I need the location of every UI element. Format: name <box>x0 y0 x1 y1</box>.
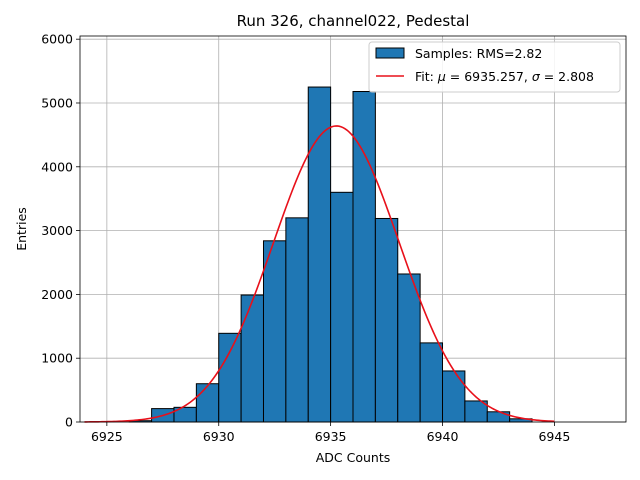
y-tick-label: 5000 <box>41 95 73 110</box>
histogram-bar <box>486 411 511 423</box>
histogram-bar <box>397 273 421 423</box>
legend-fit-mu-value: = 6935.257, <box>446 69 532 84</box>
legend-fit-prefix: Fit: <box>415 69 438 84</box>
histogram-bar <box>374 217 399 423</box>
histogram-bars <box>128 86 533 423</box>
x-axis-ticks: 6925 6930 6935 6940 6945 <box>91 422 570 444</box>
x-tick-label: 6925 <box>91 429 123 444</box>
y-axis-label: Entries <box>14 207 29 251</box>
y-tick-label: 0 <box>65 415 73 430</box>
x-axis-label: ADC Counts <box>316 450 391 465</box>
legend-box <box>368 41 621 93</box>
x-tick-label: 6935 <box>315 429 347 444</box>
histogram-bar <box>240 294 264 423</box>
histogram-bar <box>218 332 242 423</box>
histogram-bar <box>330 191 354 423</box>
histogram-bar <box>195 383 220 423</box>
x-tick-label: 6940 <box>427 429 459 444</box>
y-tick-label: 1000 <box>41 351 73 366</box>
histogram-bar <box>285 217 309 423</box>
histogram-bar <box>419 342 444 423</box>
legend: Samples: RMS=2.82 Fit: μ = 6935.257, σ =… <box>368 41 621 93</box>
fit-curve <box>84 125 555 423</box>
histogram-bar <box>442 370 466 423</box>
y-axis-ticks: 0 1000 2000 3000 4000 5000 6000 <box>41 32 80 430</box>
chart-title: Run 326, channel022, Pedestal <box>237 12 470 30</box>
x-tick-label: 6945 <box>538 429 570 444</box>
legend-fit-label: Fit: μ = 6935.257, σ = 2.808 <box>415 69 594 84</box>
y-tick-label: 4000 <box>41 159 73 174</box>
legend-fit-sigma-symbol: σ <box>532 69 541 84</box>
legend-fit-mu-symbol: μ <box>437 69 446 84</box>
y-tick-label: 3000 <box>41 223 73 238</box>
y-tick-label: 2000 <box>41 287 73 302</box>
plot-frame <box>79 35 627 423</box>
legend-histogram-swatch <box>375 47 405 59</box>
legend-fit-sigma-value: = 2.808 <box>540 69 594 84</box>
legend-histogram-label: Samples: RMS=2.82 <box>415 46 542 61</box>
x-tick-label: 6930 <box>203 429 235 444</box>
y-tick-label: 6000 <box>41 32 73 47</box>
histogram-bar <box>262 240 287 423</box>
